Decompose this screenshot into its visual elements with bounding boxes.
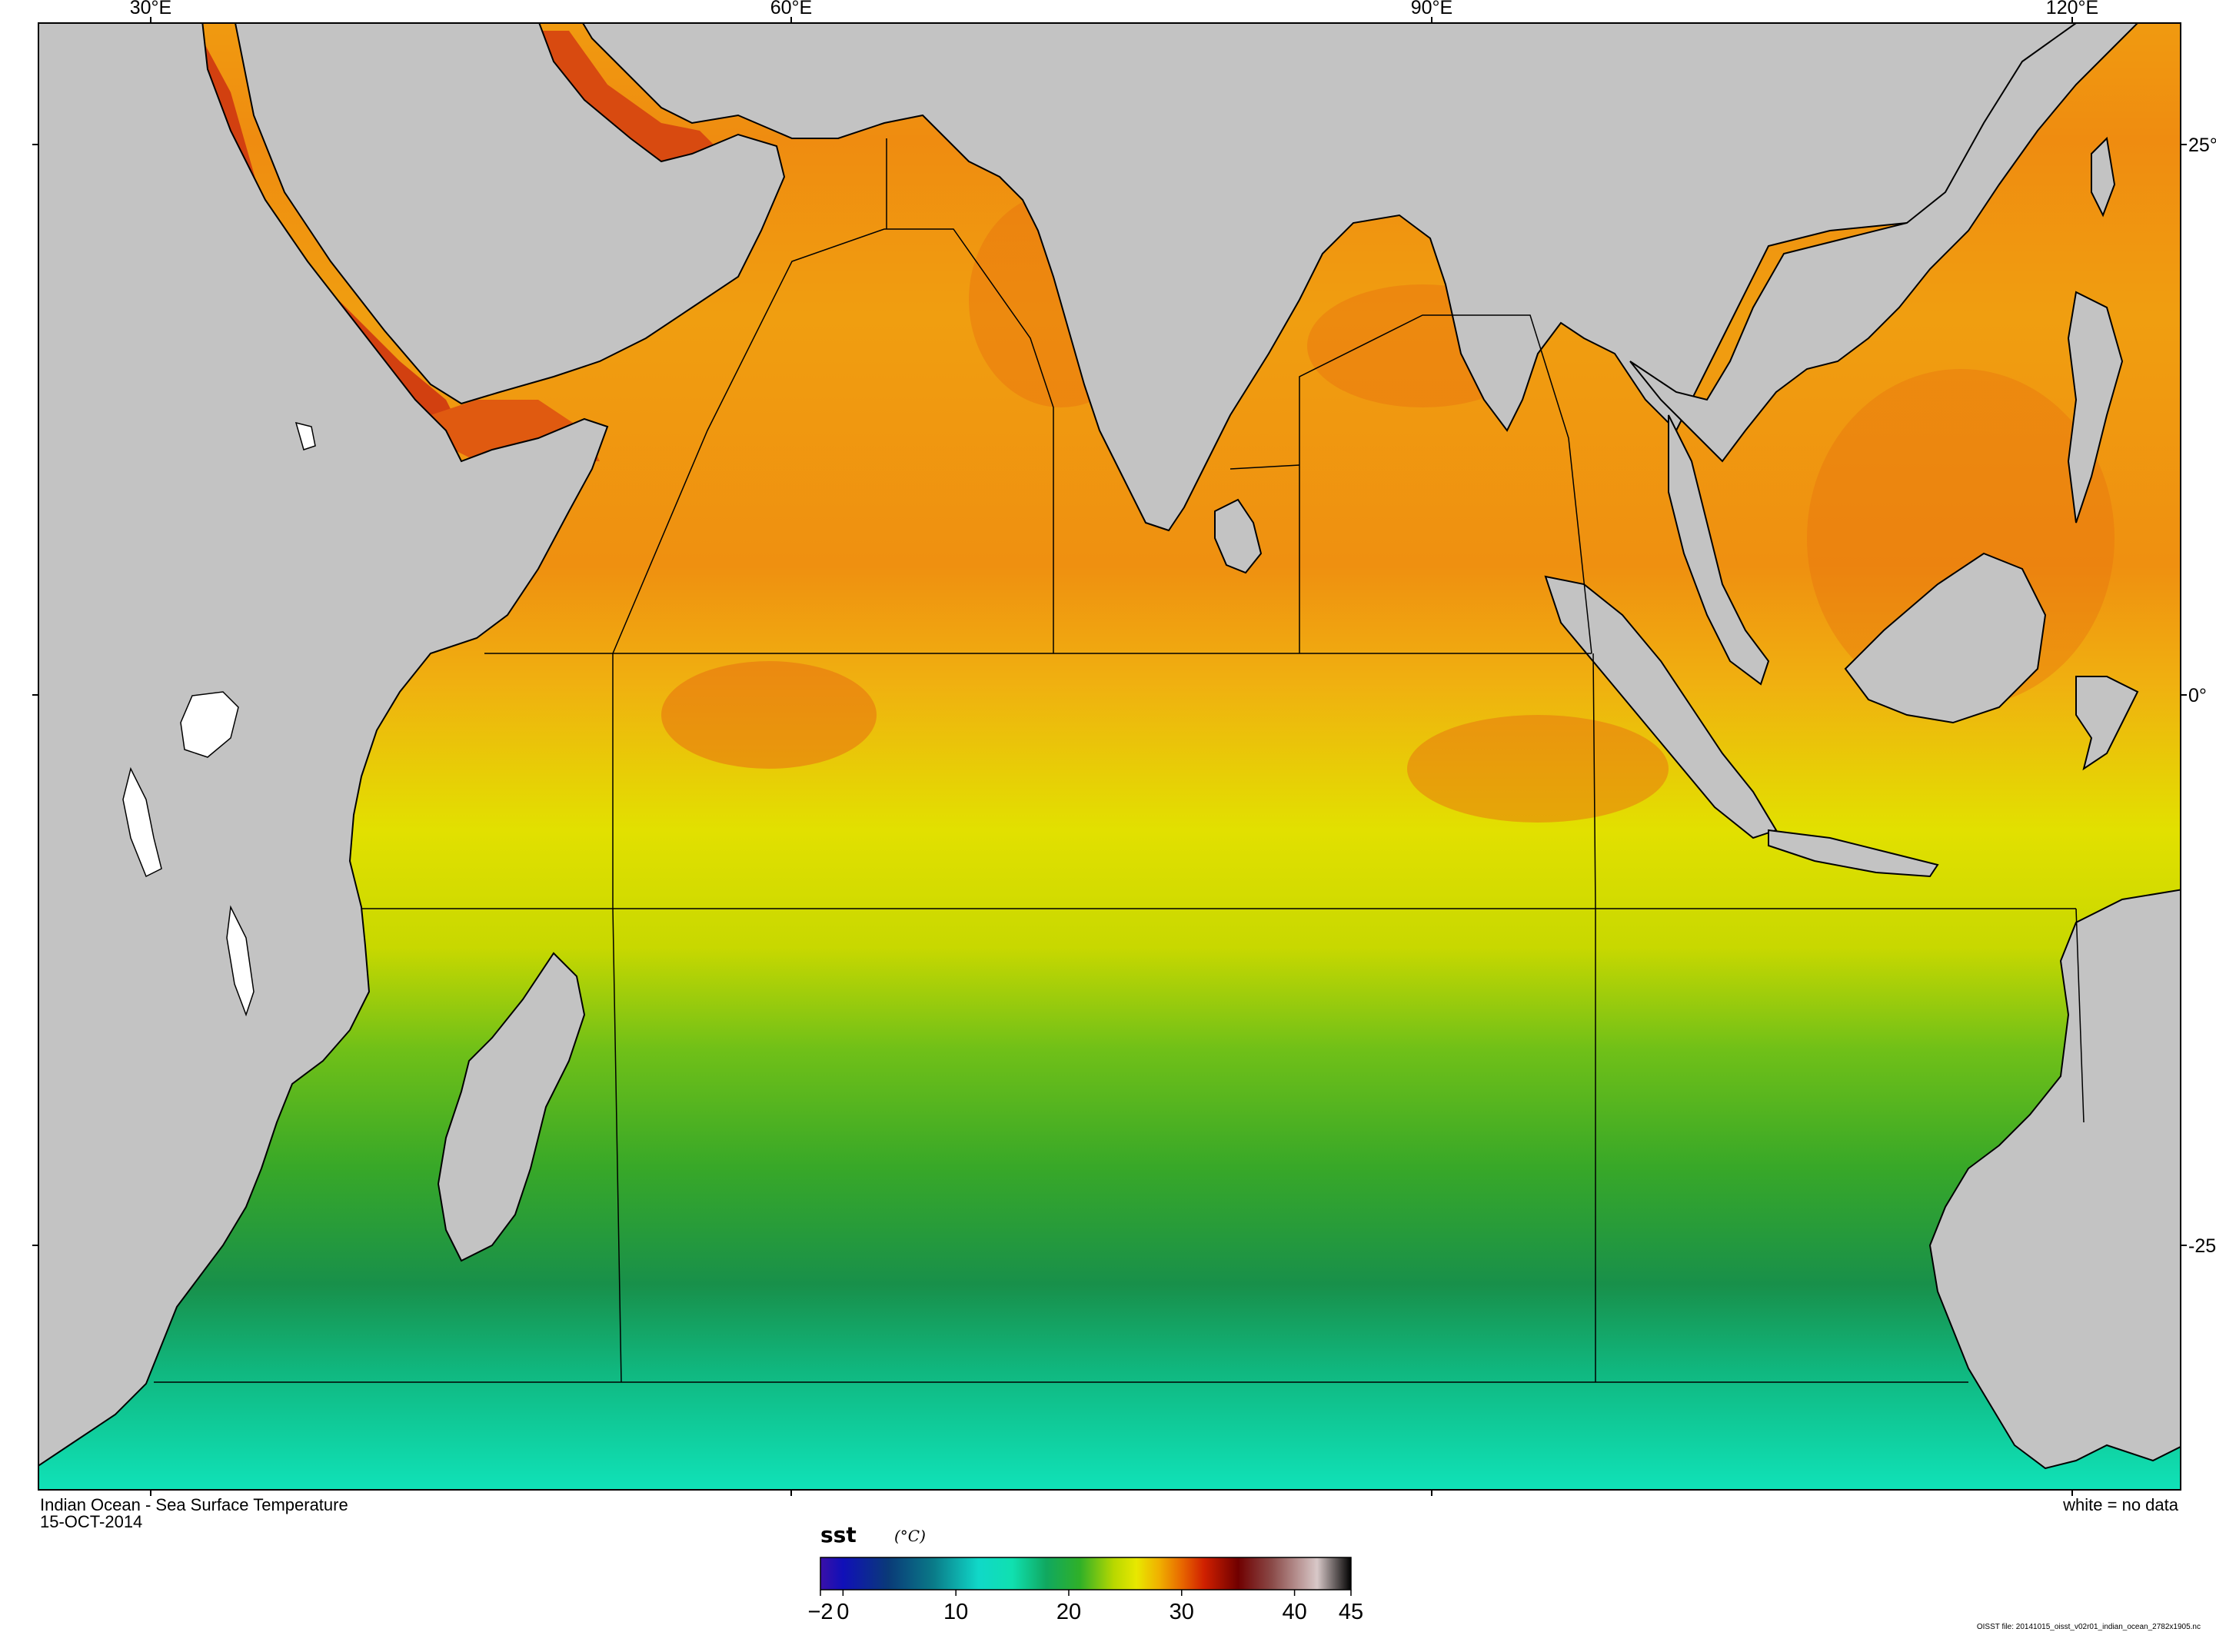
axis-ticks: 30°E 60°E 90°E 120°E 25° 0° -25°: [32, 0, 2216, 1496]
colorbar-tick-label: −2: [807, 1600, 833, 1624]
africa: [38, 23, 609, 1467]
file-note: OISST file: 20141015_oisst_v02r01_indian…: [1976, 1623, 2201, 1631]
colorbar-tick-label: 30: [1170, 1600, 1194, 1624]
sri-lanka: [1214, 498, 1263, 574]
indochina: [1629, 23, 2139, 463]
colorbar-tick-label: 20: [1056, 1600, 1081, 1624]
lon-tick-label: 120°E: [2046, 0, 2098, 18]
philippines: [2067, 291, 2124, 524]
no-data-islands: [122, 421, 316, 1017]
taiwan: [2091, 136, 2116, 218]
colorbar-tick-label: 40: [1282, 1600, 1306, 1624]
map-title: Indian Ocean - Sea Surface Temperature: [40, 1495, 348, 1514]
colorbar-tick-label: 10: [943, 1600, 968, 1624]
sumatra: [1544, 575, 1778, 839]
madagascar: [437, 952, 586, 1262]
malay-peninsula: [1668, 414, 1770, 686]
map-date: 15-OCT-2014: [40, 1512, 143, 1531]
borneo: [1844, 552, 2047, 724]
map-frame: [38, 22, 2181, 1491]
lat-tick-label: 0°: [2188, 685, 2207, 706]
colorbar-ticks: −2 0 10 20 30 40 45: [807, 1590, 1363, 1624]
map-area: [38, 23, 2181, 1490]
red-sea: [200, 42, 461, 438]
java: [1768, 829, 1939, 878]
basin-boundaries: [154, 138, 2085, 1383]
colorbar-variable: sst: [820, 1522, 857, 1547]
sulawesi: [2075, 676, 2139, 771]
lon-tick-label: 90°E: [1411, 0, 1452, 18]
persian-gulf: [531, 31, 715, 161]
colorbar-tick-label: 0: [837, 1600, 849, 1624]
iran-asia: [581, 23, 2077, 532]
lat-tick-label: -25°: [2188, 1235, 2216, 1257]
lat-tick-label: 25°: [2188, 135, 2216, 156]
australia: [1928, 889, 2181, 1470]
colorbar-unit: (°C): [894, 1527, 926, 1545]
colorbar-tick-label: 45: [1339, 1600, 1363, 1624]
no-data-note: white = no data: [2063, 1495, 2178, 1514]
warm-patch: [1407, 715, 1669, 823]
warm-patch: [661, 661, 877, 769]
arabia: [234, 23, 786, 405]
colorbar-gradient: [820, 1557, 1352, 1591]
land: [38, 23, 2181, 1470]
lon-tick-label: 30°E: [130, 0, 171, 18]
lon-tick-label: 60°E: [770, 0, 812, 18]
